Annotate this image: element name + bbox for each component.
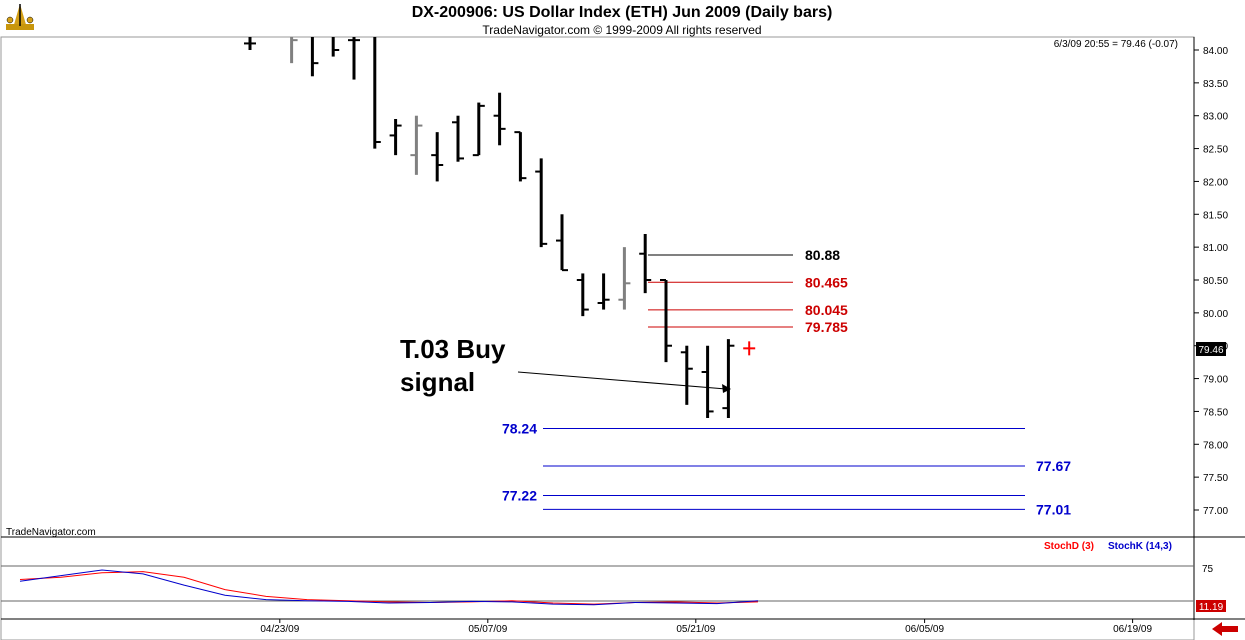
y-tick-label: 77.00 <box>1203 506 1228 517</box>
y-tick-label: 79.00 <box>1203 375 1228 386</box>
y-tick-label: 78.00 <box>1203 440 1228 451</box>
svg-text:11.19: 11.19 <box>1199 602 1224 613</box>
stoch-k-line <box>19 569 759 606</box>
chart-frame <box>0 36 1195 640</box>
signal-label-line2: signal <box>400 367 475 397</box>
stoch-d-legend: StochD (3) <box>1044 541 1094 552</box>
y-tick-label: 83.00 <box>1203 112 1228 123</box>
level-label: 77.01 <box>1036 501 1071 517</box>
watermark: TradeNavigator.com <box>6 527 96 538</box>
scroll-left-arrow-icon[interactable] <box>1208 621 1242 637</box>
signal-arrow <box>517 371 731 393</box>
stoch-k-legend: StochK (14,3) <box>1108 541 1172 552</box>
x-tick-label: 04/23/09 <box>260 624 299 635</box>
y-tick-label: 80.50 <box>1203 276 1228 287</box>
signal-label-line1: T.03 Buy <box>400 334 506 364</box>
y-axis-ticks: 84.00 83.50 83.00 82.50 82.00 81.50 81.00 80.50… <box>1194 46 1228 517</box>
y-tick-label: 84.00 <box>1203 46 1228 57</box>
level-label: 80.465 <box>805 274 848 290</box>
y-tick-label: 81.00 <box>1203 243 1228 254</box>
x-axis-ticks: 04/23/09 05/07/09 05/21/09 06/05/09 06/19/09 <box>260 619 1152 635</box>
x-tick-label: 06/19/09 <box>1113 624 1152 635</box>
level-label: 78.24 <box>502 421 537 437</box>
level-label: 79.785 <box>805 319 848 335</box>
last-quote: 6/3/09 20:55 = 79.46 (-0.07) <box>1054 39 1178 50</box>
stoch-level-label: 75 <box>1202 564 1214 575</box>
level-label: 80.88 <box>805 247 840 263</box>
ohlc-bars <box>244 37 756 418</box>
current-price-marker: 79.46 <box>1196 342 1226 356</box>
chart-subtitle: TradeNavigator.com © 1999-2009 All right… <box>482 23 761 37</box>
trade-navigator-logo-icon <box>4 2 36 34</box>
y-tick-label: 82.50 <box>1203 145 1228 156</box>
stoch-value-marker: 11.19 <box>1196 600 1226 613</box>
y-tick-label: 82.00 <box>1203 177 1228 188</box>
level-label: 77.67 <box>1036 458 1071 474</box>
level-label: 80.045 <box>805 302 848 318</box>
level-label: 77.22 <box>502 488 537 504</box>
y-tick-label: 78.50 <box>1203 407 1228 418</box>
x-tick-label: 05/07/09 <box>468 624 507 635</box>
y-tick-label: 77.50 <box>1203 473 1228 484</box>
svg-text:79.46: 79.46 <box>1198 345 1223 356</box>
chart-title: DX-200906: US Dollar Index (ETH) Jun 200… <box>412 4 833 21</box>
y-tick-label: 80.00 <box>1203 309 1228 320</box>
y-tick-label: 81.50 <box>1203 210 1228 221</box>
x-tick-label: 06/05/09 <box>905 624 944 635</box>
x-tick-label: 05/21/09 <box>676 624 715 635</box>
y-tick-label: 83.50 <box>1203 79 1228 90</box>
